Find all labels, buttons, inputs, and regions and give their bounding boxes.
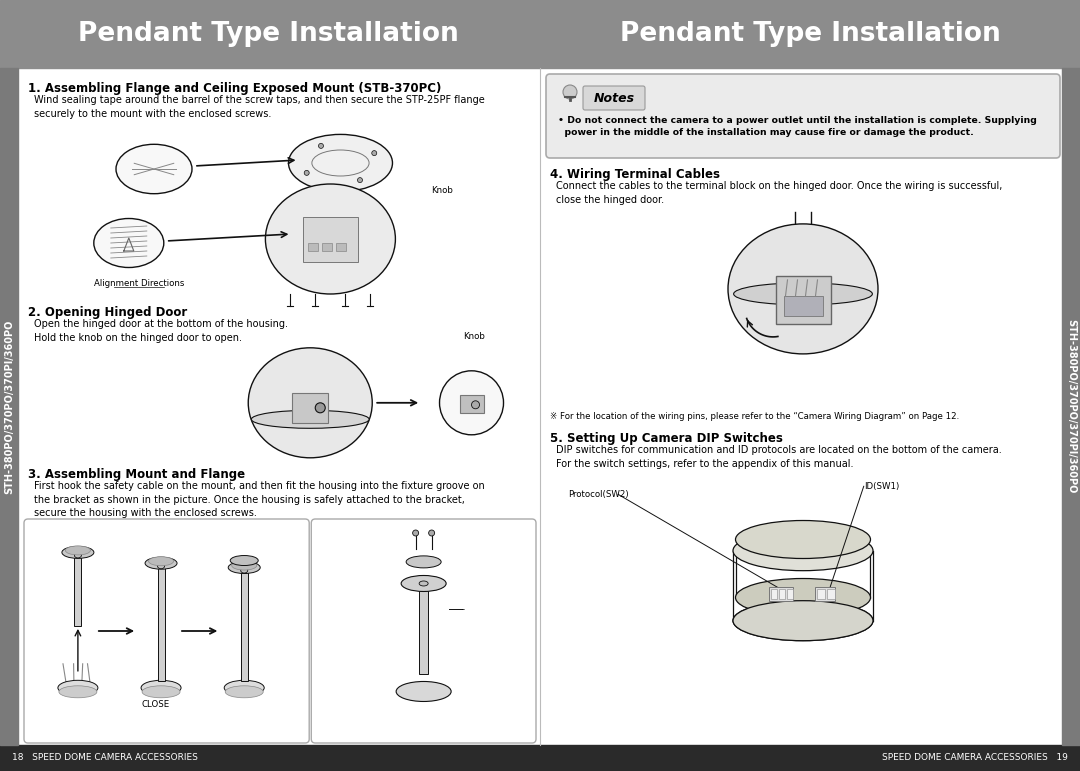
Ellipse shape <box>75 553 81 558</box>
Ellipse shape <box>226 685 264 698</box>
Bar <box>419 584 428 674</box>
Bar <box>775 276 831 324</box>
Text: 18   SPEED DOME CAMERA ACCESSORIES: 18 SPEED DOME CAMERA ACCESSORIES <box>12 753 198 763</box>
Circle shape <box>413 530 419 536</box>
Ellipse shape <box>733 601 873 641</box>
Bar <box>1062 68 1080 745</box>
Bar <box>783 296 823 316</box>
Bar <box>816 588 825 598</box>
Ellipse shape <box>252 410 369 429</box>
Ellipse shape <box>735 520 870 558</box>
Ellipse shape <box>728 224 878 354</box>
Bar <box>540 0 1080 68</box>
Text: Protocol(SW2): Protocol(SW2) <box>568 490 629 499</box>
Bar <box>0 745 1080 771</box>
Ellipse shape <box>266 184 395 294</box>
Text: Connect the cables to the terminal block on the hinged door. Once the wiring is : Connect the cables to the terminal block… <box>556 181 1002 204</box>
Text: ID(SW1): ID(SW1) <box>864 482 899 491</box>
Bar <box>779 588 785 598</box>
Text: 3. Assembling Mount and Flange: 3. Assembling Mount and Flange <box>28 468 245 481</box>
Text: • Do not connect the camera to a power outlet until the installation is complete: • Do not connect the camera to a power o… <box>558 116 1037 136</box>
Ellipse shape <box>228 561 260 574</box>
Text: 4. Wiring Terminal Cables: 4. Wiring Terminal Cables <box>550 168 720 181</box>
Ellipse shape <box>143 685 180 698</box>
Ellipse shape <box>733 601 873 641</box>
Bar <box>787 588 793 598</box>
Text: 2. Opening Hinged Door: 2. Opening Hinged Door <box>28 306 187 319</box>
Circle shape <box>372 150 377 156</box>
Circle shape <box>563 85 577 99</box>
Ellipse shape <box>248 348 373 458</box>
Ellipse shape <box>733 530 873 571</box>
Text: ※ For the location of the wiring pins, please refer to the “Camera Wiring Diagra: ※ For the location of the wiring pins, p… <box>550 412 959 421</box>
Text: STH-380PO/370PO/370PI/360PO: STH-380PO/370PO/370PI/360PO <box>4 319 14 493</box>
Bar <box>323 243 333 251</box>
Bar <box>0 0 540 68</box>
Text: CLOSE: CLOSE <box>141 700 171 709</box>
Ellipse shape <box>116 144 192 194</box>
Ellipse shape <box>401 575 446 591</box>
Bar <box>75 555 81 626</box>
Bar <box>158 566 164 681</box>
Text: SPEED DOME CAMERA ACCESSORIES   19: SPEED DOME CAMERA ACCESSORIES 19 <box>882 753 1068 763</box>
Text: First hook the safety cable on the mount, and then fit the housing into the fixt: First hook the safety cable on the mount… <box>33 481 485 518</box>
FancyBboxPatch shape <box>583 86 645 110</box>
Text: Knob: Knob <box>463 332 485 341</box>
Text: DIP switches for communication and ID protocols are located on the bottom of the: DIP switches for communication and ID pr… <box>556 445 1002 469</box>
Bar <box>771 588 777 598</box>
Ellipse shape <box>396 682 451 702</box>
Ellipse shape <box>406 556 441 568</box>
Ellipse shape <box>145 557 177 569</box>
Ellipse shape <box>59 685 97 698</box>
Bar <box>241 571 247 681</box>
Ellipse shape <box>288 134 392 192</box>
Ellipse shape <box>230 556 258 565</box>
Text: Pendant Type Installation: Pendant Type Installation <box>620 21 1000 47</box>
Ellipse shape <box>241 568 247 573</box>
Text: Notes: Notes <box>593 92 635 105</box>
Bar <box>459 395 484 412</box>
Text: Knob: Knob <box>431 186 454 195</box>
Ellipse shape <box>158 564 164 569</box>
Text: Alignment Directions: Alignment Directions <box>94 279 184 288</box>
Ellipse shape <box>58 680 98 695</box>
Bar <box>309 243 319 251</box>
Ellipse shape <box>141 680 181 695</box>
Text: Wind sealing tape around the barrel of the screw taps, and then secure the STP-2: Wind sealing tape around the barrel of t… <box>33 95 485 119</box>
Text: 1. Assembling Flange and Ceiling Exposed Mount (STB-370PC): 1. Assembling Flange and Ceiling Exposed… <box>28 82 442 95</box>
Text: Open the hinged door at the bottom of the housing.
Hold the knob on the hinged d: Open the hinged door at the bottom of th… <box>33 319 288 342</box>
Circle shape <box>319 143 324 148</box>
Bar <box>293 392 328 423</box>
Bar <box>0 68 18 745</box>
Bar <box>302 217 357 261</box>
Text: Pendant Type Installation: Pendant Type Installation <box>78 21 458 47</box>
Bar <box>18 68 540 745</box>
Circle shape <box>305 170 309 175</box>
Text: -: - <box>461 605 464 614</box>
FancyBboxPatch shape <box>311 519 536 743</box>
FancyBboxPatch shape <box>546 74 1059 158</box>
Bar <box>336 243 347 251</box>
Bar <box>540 68 1062 745</box>
Ellipse shape <box>735 578 870 617</box>
Ellipse shape <box>62 547 94 558</box>
FancyBboxPatch shape <box>24 519 309 743</box>
Text: 5. Setting Up Camera DIP Switches: 5. Setting Up Camera DIP Switches <box>550 432 783 445</box>
Circle shape <box>429 530 434 536</box>
Ellipse shape <box>440 371 503 435</box>
Ellipse shape <box>149 557 174 566</box>
Bar <box>769 587 793 601</box>
Bar <box>827 588 835 598</box>
Circle shape <box>472 401 480 409</box>
Ellipse shape <box>232 561 257 570</box>
Ellipse shape <box>66 546 91 555</box>
Ellipse shape <box>419 581 428 586</box>
Ellipse shape <box>94 218 164 268</box>
Bar <box>815 587 835 601</box>
Ellipse shape <box>733 283 873 305</box>
Circle shape <box>357 177 363 183</box>
Circle shape <box>315 402 325 412</box>
Text: STH-380PO/370PO/370PI/360PO: STH-380PO/370PO/370PI/360PO <box>1066 319 1076 493</box>
Ellipse shape <box>225 680 265 695</box>
